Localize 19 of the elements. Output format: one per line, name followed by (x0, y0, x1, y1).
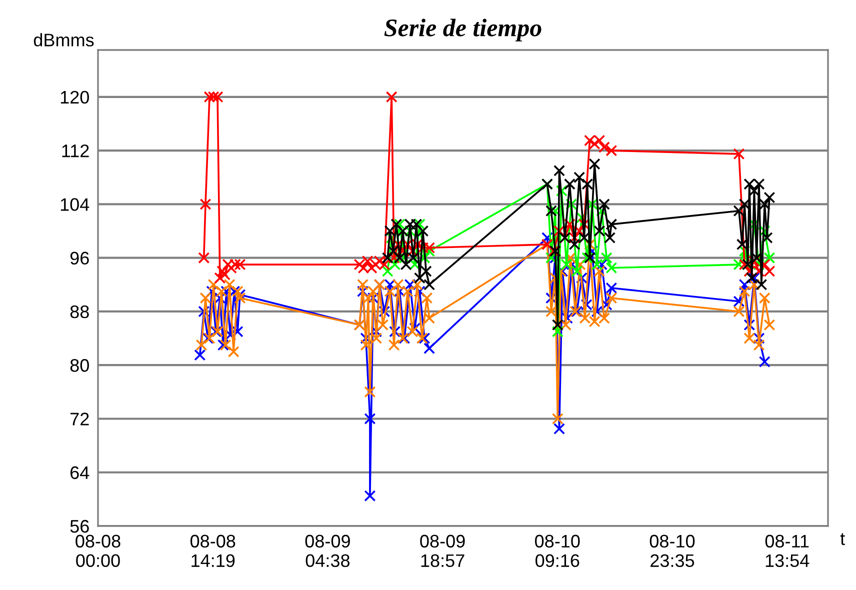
y-axis-title: dBmms (34, 33, 94, 46)
x-tick-label: 08-08 14:19 (190, 534, 236, 568)
y-tick-label: 72 (70, 412, 89, 426)
y-tick-label: 120 (60, 90, 89, 104)
x-tick-label: 08-10 23:35 (650, 534, 695, 568)
x-tick-label: 08-10 09:16 (535, 534, 580, 568)
y-tick-label: 96 (70, 252, 89, 265)
x-tick-label: 08-08 00:00 (76, 534, 120, 568)
y-tick-label: 64 (70, 466, 90, 480)
y-tick-label: 88 (70, 305, 89, 318)
y-tick-label: 112 (62, 144, 89, 158)
y-tick-label: 56 (70, 520, 89, 533)
x-tick-label: 08-09 18:57 (420, 534, 465, 568)
chart-title: Serie de tiempo (384, 18, 542, 42)
x-axis-title: t (840, 533, 845, 546)
x-tick-label: 08-11 13:54 (765, 534, 810, 568)
x-tick-label: 08-09 04:38 (305, 534, 350, 568)
y-tick-label: 80 (70, 359, 89, 372)
y-tick-label: 104 (60, 198, 90, 211)
